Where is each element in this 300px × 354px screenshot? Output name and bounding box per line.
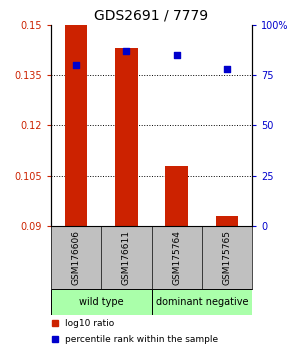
Bar: [216, 216, 238, 226]
Bar: [51, 289, 152, 315]
Text: log10 ratio: log10 ratio: [65, 319, 114, 328]
Title: GDS2691 / 7779: GDS2691 / 7779: [94, 8, 208, 22]
Bar: [115, 48, 138, 226]
Text: GSM175765: GSM175765: [222, 230, 231, 285]
Bar: [165, 166, 188, 226]
Point: [174, 52, 179, 58]
Text: GSM176606: GSM176606: [72, 230, 81, 285]
Point: [74, 62, 79, 68]
Text: GSM176611: GSM176611: [122, 230, 131, 285]
Point: [124, 48, 129, 54]
Text: percentile rank within the sample: percentile rank within the sample: [65, 335, 218, 343]
Bar: [152, 289, 252, 315]
Text: dominant negative: dominant negative: [155, 297, 248, 307]
Text: GSM175764: GSM175764: [172, 230, 181, 285]
Text: wild type: wild type: [79, 297, 124, 307]
Bar: [65, 25, 87, 226]
Point: [224, 66, 229, 72]
